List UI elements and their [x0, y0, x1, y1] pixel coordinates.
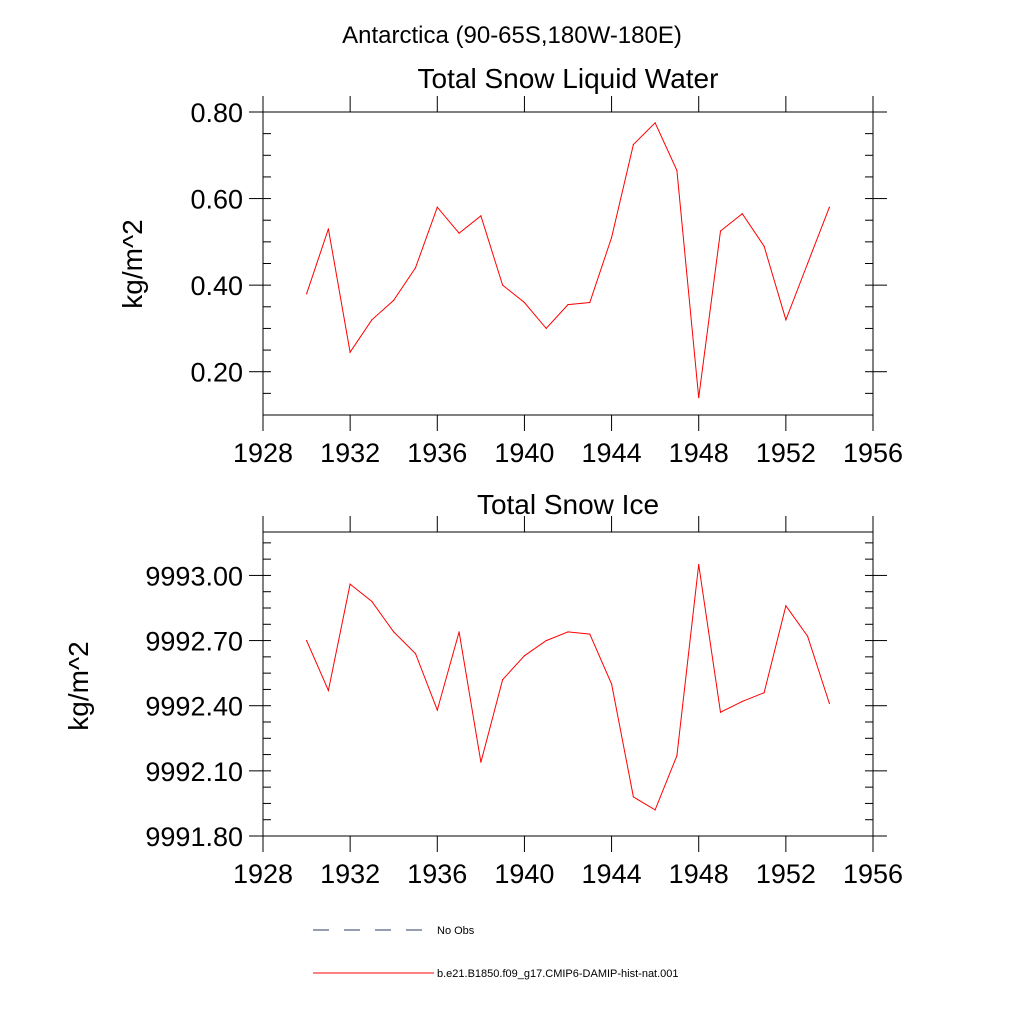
chart-panel-snow-ice: Total Snow Ice kg/m^2 1928 1932 1936 1940 19… [63, 489, 903, 889]
data-point [458, 232, 460, 234]
data-point [414, 653, 417, 655]
data-point [763, 245, 765, 247]
data-point [349, 583, 351, 585]
series-line [306, 564, 830, 811]
data-point [545, 639, 547, 642]
x-tick-label: 1940 [494, 438, 554, 468]
x-tick-label: 1928 [233, 859, 293, 889]
data-point [502, 284, 504, 286]
y-tick-label: 9991.80 [145, 822, 243, 852]
y-tick-label: 9992.70 [145, 627, 243, 657]
data-point [654, 809, 656, 811]
data-point [698, 563, 700, 566]
y-tick-label: 0.60 [190, 185, 243, 215]
data-point [589, 633, 591, 635]
data-point [393, 299, 395, 301]
x-tick-label: 1956 [843, 859, 903, 889]
x-tick-label: 1952 [756, 859, 816, 889]
data-point [589, 301, 591, 304]
data-point [480, 761, 482, 763]
y-axis-label: kg/m^2 [63, 641, 94, 730]
legend: No Obs b.e21.B1850.f09_g17.CMIP6-DAMIP-h… [313, 925, 679, 980]
data-point [436, 206, 438, 208]
plot-frame [262, 111, 874, 416]
legend-label-model-run: b.e21.B1850.f09_g17.CMIP6-DAMIP-hist-nat… [437, 968, 679, 980]
data-point [741, 213, 743, 215]
y-tick-label: 0.80 [190, 98, 243, 128]
data-point [327, 228, 329, 230]
data-point [567, 304, 569, 306]
data-point [349, 351, 351, 353]
x-tick-label: 1936 [407, 438, 467, 468]
x-tick-label: 1948 [669, 438, 729, 468]
data-point [480, 215, 482, 217]
data-point [458, 631, 460, 633]
data-point [502, 679, 504, 681]
data-point [393, 631, 395, 633]
data-point [785, 319, 787, 321]
data-point [828, 702, 831, 705]
data-point [807, 262, 809, 265]
data-point [676, 169, 678, 172]
x-tick-label: 1932 [320, 438, 380, 468]
data-point [632, 143, 634, 146]
y-tick-label: 0.40 [190, 271, 243, 301]
y-tick-label: 0.20 [190, 358, 243, 388]
data-point [414, 267, 417, 269]
data-point [436, 709, 438, 711]
data-point [763, 692, 765, 694]
series-line [306, 121, 830, 398]
y-tick-label: 9992.40 [145, 692, 243, 722]
data-point [741, 700, 743, 702]
legend-label-no-obs: No Obs [437, 925, 475, 937]
data-point [523, 301, 526, 304]
data-point [698, 397, 700, 399]
data-point [371, 319, 373, 321]
chart-panel-liquid-water: Total Snow Liquid Water kg/m^2 1928 1932 1… [117, 63, 903, 468]
data-point [567, 631, 569, 633]
chart-title: Total Snow Ice [477, 489, 659, 520]
x-tick-label: 1944 [582, 859, 642, 889]
data-point [719, 230, 722, 232]
x-tick-label: 1952 [756, 438, 816, 468]
data-point [632, 796, 634, 798]
data-point [828, 206, 831, 208]
chart-title: Total Snow Liquid Water [418, 63, 719, 94]
data-point [545, 327, 547, 330]
data-point [807, 635, 809, 637]
data-point [305, 293, 308, 295]
x-tick-label: 1932 [320, 859, 380, 889]
data-point [785, 605, 787, 607]
data-point [654, 122, 656, 124]
data-point [327, 689, 329, 692]
data-point [371, 600, 373, 603]
data-point [719, 711, 722, 713]
x-tick-label: 1928 [233, 438, 293, 468]
x-tick-label: 1940 [494, 859, 554, 889]
y-axis-label: kg/m^2 [117, 219, 148, 308]
x-tick-label: 1936 [407, 859, 467, 889]
data-point [305, 639, 308, 642]
data-point [523, 655, 526, 657]
x-tick-label: 1944 [582, 438, 642, 468]
data-point [676, 755, 678, 757]
y-tick-label: 9993.00 [145, 561, 243, 591]
data-point [610, 683, 613, 685]
data-point [610, 236, 613, 239]
y-tick-label: 9992.10 [145, 757, 243, 787]
plot-frame [262, 531, 874, 837]
x-tick-label: 1948 [669, 859, 729, 889]
x-tick-label: 1956 [843, 438, 903, 468]
figure-title: Antarctica (90-65S,180W-180E) [342, 22, 682, 49]
